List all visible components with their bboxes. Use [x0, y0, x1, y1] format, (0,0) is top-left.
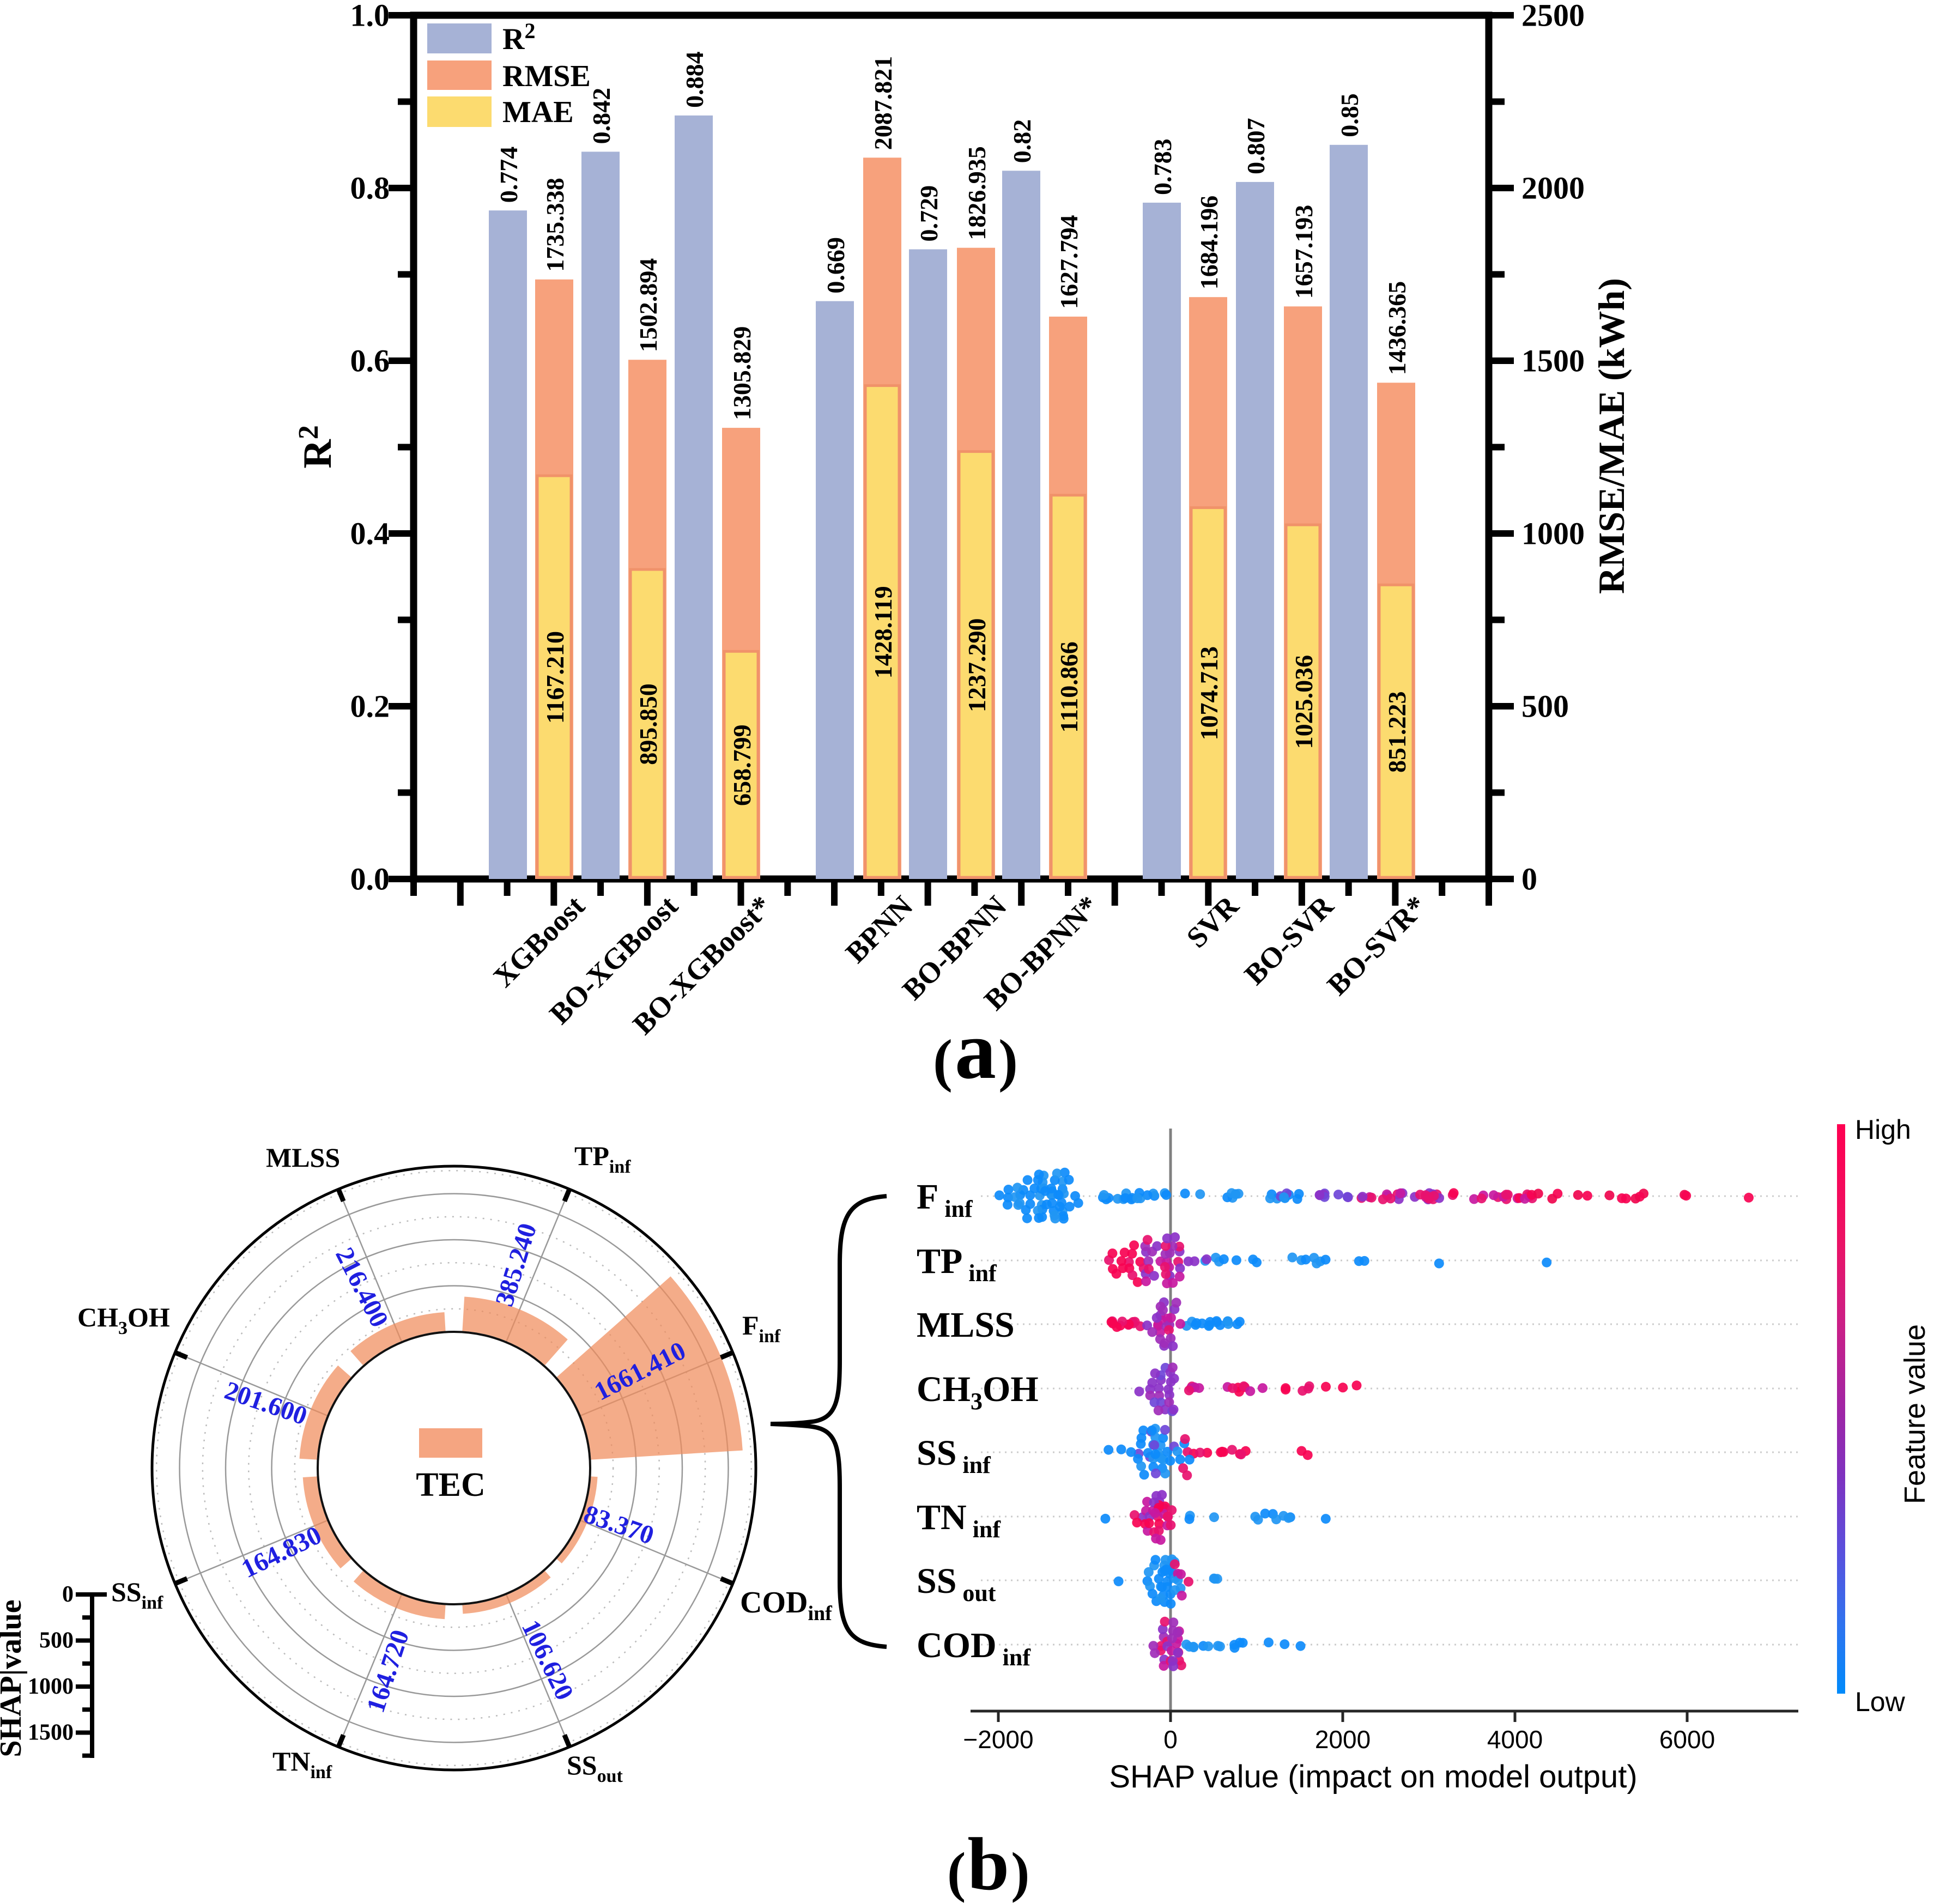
svg-text:0: 0 [1521, 862, 1537, 897]
svg-text:851.223: 851.223 [1383, 691, 1411, 773]
svg-text:0.85: 0.85 [1336, 93, 1363, 137]
svg-text:1305.829: 1305.829 [728, 326, 756, 421]
svg-text:0.82: 0.82 [1008, 119, 1036, 163]
svg-text:500: 500 [1521, 689, 1569, 724]
svg-text:1684.196: 1684.196 [1195, 196, 1223, 290]
svg-text:2500: 2500 [1521, 0, 1585, 33]
svg-text:SSout: SSout [567, 1750, 623, 1786]
svg-text:High: High [1855, 1114, 1911, 1145]
svg-text:1826.935: 1826.935 [963, 146, 991, 240]
svg-text:1.0: 1.0 [350, 0, 390, 33]
svg-text:1237.290: 1237.290 [963, 619, 991, 713]
svg-text:Low: Low [1855, 1687, 1906, 1717]
svg-text:0.4: 0.4 [350, 516, 390, 551]
svg-text:4000: 4000 [1487, 1725, 1543, 1754]
svg-text:1627.794: 1627.794 [1055, 215, 1083, 310]
svg-text:1074.713: 1074.713 [1195, 646, 1223, 741]
svg-text:6000: 6000 [1659, 1725, 1715, 1754]
svg-text:SHAP|value: SHAP|value [0, 1599, 28, 1757]
svg-text:RMSE: RMSE [502, 59, 591, 93]
svg-text:1000: 1000 [28, 1674, 74, 1699]
svg-text:1000: 1000 [1521, 516, 1585, 551]
svg-text:0.842: 0.842 [587, 88, 615, 144]
svg-text:1110.866: 1110.866 [1055, 641, 1083, 732]
svg-text:0: 0 [62, 1582, 74, 1607]
svg-text:0.0: 0.0 [350, 862, 390, 897]
svg-text:RMSE/MAE (kWh): RMSE/MAE (kWh) [1591, 278, 1632, 594]
svg-text:COD inf: COD inf [917, 1626, 1031, 1671]
svg-text:0.2: 0.2 [350, 689, 390, 724]
svg-text:0.783: 0.783 [1149, 138, 1177, 195]
svg-text:895.850: 895.850 [634, 683, 662, 765]
svg-text:0.807: 0.807 [1242, 118, 1270, 174]
svg-text:TEC: TEC [416, 1466, 485, 1503]
svg-text:0.669: 0.669 [822, 237, 850, 294]
svg-text:658.799: 658.799 [728, 724, 756, 806]
svg-text:−2000: −2000 [963, 1725, 1033, 1754]
svg-text:2087.821: 2087.821 [869, 56, 897, 150]
svg-text:0.884: 0.884 [681, 51, 708, 108]
svg-text:500: 500 [39, 1628, 74, 1653]
svg-text:0.729: 0.729 [915, 185, 943, 242]
svg-text:1735.338: 1735.338 [541, 178, 569, 272]
svg-text:R2: R2 [293, 425, 340, 468]
svg-text:1502.894: 1502.894 [634, 258, 662, 353]
svg-text:Feature value: Feature value [1899, 1324, 1931, 1504]
svg-text:0: 0 [1163, 1725, 1178, 1754]
svg-text:1025.036: 1025.036 [1290, 655, 1318, 749]
svg-text:TPinf: TPinf [574, 1141, 631, 1177]
svg-text:1500: 1500 [28, 1720, 74, 1745]
svg-text:0.8: 0.8 [350, 171, 390, 206]
svg-text:2000: 2000 [1315, 1725, 1371, 1754]
svg-text:1500: 1500 [1521, 343, 1585, 379]
svg-text:1167.210: 1167.210 [541, 631, 569, 724]
svg-text:MAE: MAE [502, 95, 574, 129]
svg-text:2000: 2000 [1521, 171, 1585, 206]
svg-text:1657.193: 1657.193 [1290, 205, 1318, 299]
svg-text:1428.119: 1428.119 [869, 586, 897, 678]
svg-text:SHAP value (impact on model ou: SHAP value (impact on model output) [1109, 1759, 1637, 1794]
svg-text:SS inf: SS inf [917, 1433, 991, 1478]
svg-text:0.6: 0.6 [350, 343, 390, 379]
svg-text:0.774: 0.774 [495, 147, 523, 203]
svg-text:1436.365: 1436.365 [1383, 281, 1411, 375]
svg-text:SS out: SS out [917, 1561, 996, 1606]
svg-text:MLSS: MLSS [266, 1142, 340, 1173]
svg-text:MLSS: MLSS [917, 1305, 1015, 1345]
